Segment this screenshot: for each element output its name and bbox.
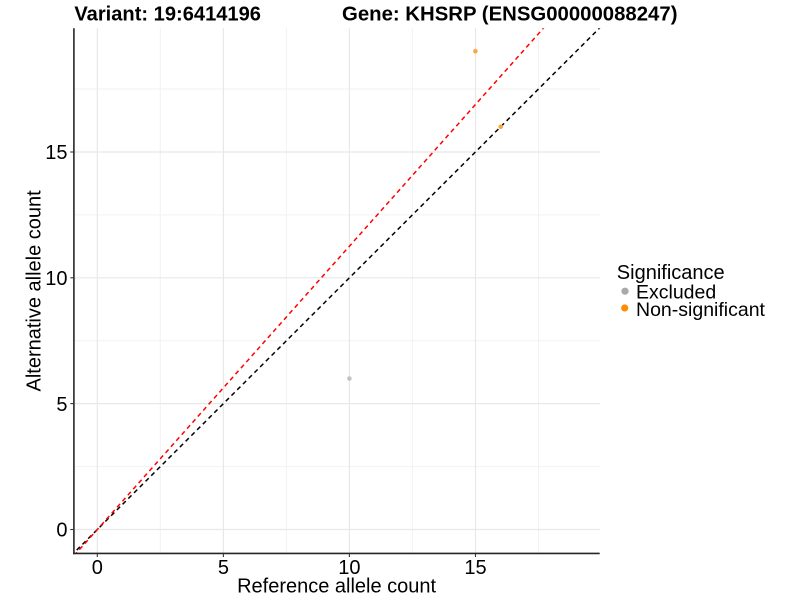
svg-text:0: 0	[92, 557, 103, 579]
svg-text:5: 5	[218, 557, 229, 579]
svg-text:Non-significant: Non-significant	[636, 299, 766, 321]
svg-text:0: 0	[56, 520, 67, 542]
svg-text:10: 10	[45, 268, 67, 290]
svg-text:Variant: 19:6414196: Variant: 19:6414196	[74, 3, 261, 25]
svg-text:Reference allele count: Reference allele count	[237, 576, 436, 598]
svg-text:15: 15	[45, 142, 67, 164]
svg-text:Alternative allele count: Alternative allele count	[23, 190, 45, 392]
svg-text:15: 15	[464, 557, 486, 579]
svg-text:10: 10	[338, 557, 360, 579]
svg-text:Excluded: Excluded	[636, 281, 716, 303]
svg-text:Gene: KHSRP (ENSG00000088247): Gene: KHSRP (ENSG00000088247)	[342, 3, 677, 25]
svg-text:5: 5	[56, 394, 67, 416]
svg-text:Significance: Significance	[617, 262, 725, 284]
